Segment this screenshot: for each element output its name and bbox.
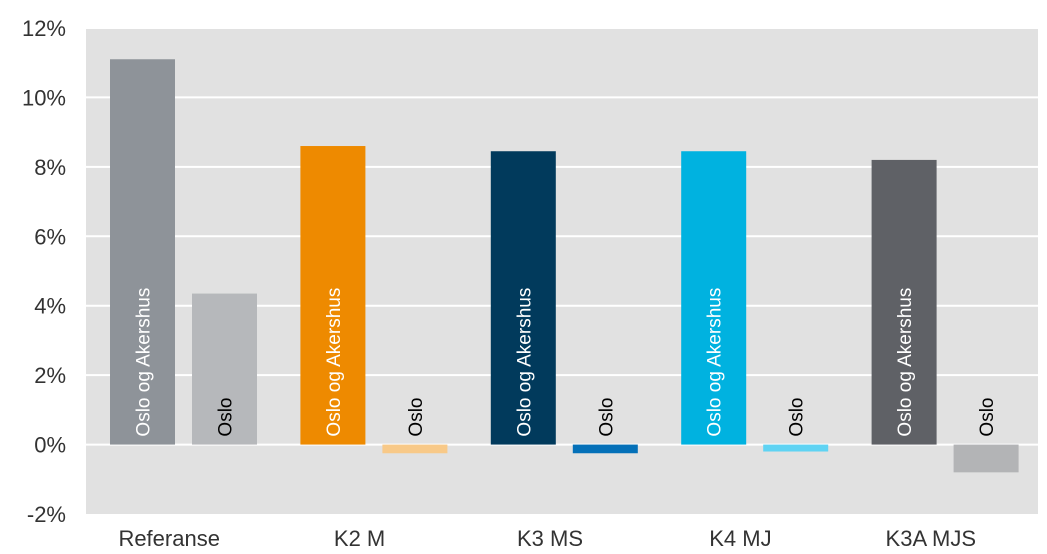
y-tick-label: 6% xyxy=(34,224,66,249)
y-tick-label: 2% xyxy=(34,363,66,388)
x-category-label: K3A MJS xyxy=(886,526,976,551)
bar-label-oslo: Oslo xyxy=(216,397,237,436)
bar-oslo xyxy=(953,444,1019,473)
y-tick-label: 0% xyxy=(34,433,66,458)
x-axis-category-labels: Referanse K2 M K3 MS K4 MJ K3A MJS xyxy=(118,526,976,551)
y-tick-label: 8% xyxy=(34,155,66,180)
bar-label-oslo-og-akershus: Oslo og Akershus xyxy=(514,288,535,437)
bar-oslo-og-akershus xyxy=(681,151,747,445)
x-category-label: K2 M xyxy=(334,526,385,551)
bar-oslo-og-akershus xyxy=(490,151,556,445)
bar-label-oslo: Oslo xyxy=(977,397,998,436)
bar-label-oslo: Oslo xyxy=(787,397,808,436)
bar-label-oslo: Oslo xyxy=(406,397,427,436)
x-category-label: Referanse xyxy=(118,526,220,551)
bar-oslo xyxy=(382,444,448,454)
bar-oslo-og-akershus xyxy=(110,59,175,445)
y-tick-label: 4% xyxy=(34,294,66,319)
bar-oslo-og-akershus xyxy=(871,159,937,445)
bar-label-oslo-og-akershus: Oslo og Akershus xyxy=(324,288,345,437)
bars xyxy=(110,59,1019,473)
x-category-label: K3 MS xyxy=(517,526,583,551)
bar-label-oslo-og-akershus: Oslo og Akershus xyxy=(705,288,726,437)
y-tick-label: 10% xyxy=(22,85,66,110)
y-axis-tick-labels: -2% 0% 2% 4% 6% 8% 10% 12% xyxy=(22,16,66,527)
bar-oslo xyxy=(192,293,257,445)
y-tick-label: -2% xyxy=(27,502,66,527)
bar-labels: Oslo og Akershus Oslo Oslo og Akershus Oslo… xyxy=(134,288,999,437)
bar-oslo xyxy=(572,444,638,454)
bar-label-oslo-og-akershus: Oslo og Akershus xyxy=(895,288,916,437)
bar-oslo-og-akershus xyxy=(300,146,366,445)
bar-label-oslo-og-akershus: Oslo og Akershus xyxy=(134,288,155,437)
x-category-label: K4 MJ xyxy=(709,526,771,551)
y-tick-label: 12% xyxy=(22,16,66,41)
bar-label-oslo: Oslo xyxy=(596,397,617,436)
bar-oslo xyxy=(763,444,829,452)
